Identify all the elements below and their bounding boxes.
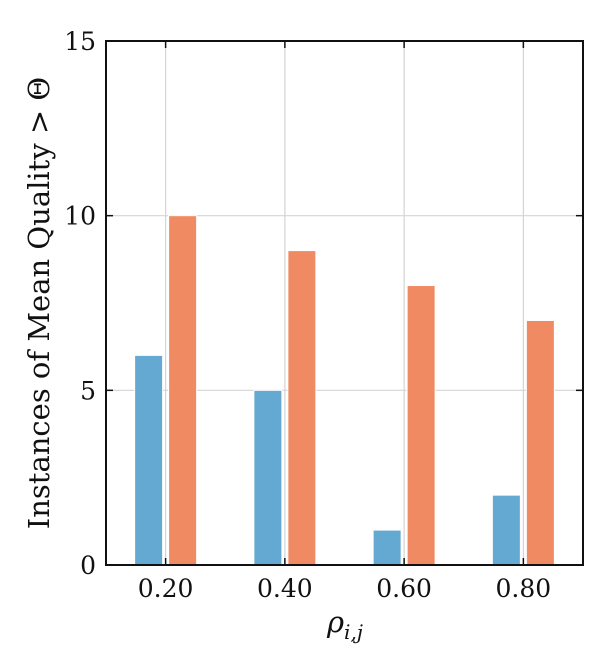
y-tick-labels: 0 5 10 15 — [64, 27, 96, 580]
bar-series-1-0.40 — [253, 389, 283, 566]
bar-series-2-0.20 — [168, 215, 198, 566]
plot-frame — [105, 40, 584, 566]
bars — [134, 215, 555, 566]
x-axis-label: ρi,j — [326, 605, 363, 644]
y-tick-label: 5 — [80, 376, 96, 405]
y-axis-label: Instances of Mean Quality > Θ — [22, 77, 56, 529]
bar-series-1-0.20 — [134, 354, 164, 566]
x-axis-label-base: ρ — [326, 605, 344, 639]
bar-series-2-0.60 — [406, 285, 436, 566]
bar-series-1-0.80 — [491, 494, 521, 566]
x-tick-label: 0.60 — [376, 574, 432, 603]
x-axis-label-subscript: i,j — [344, 620, 363, 644]
x-tick-labels: 0.20 0.40 0.60 0.80 — [138, 574, 551, 603]
x-tick-label: 0.40 — [257, 574, 313, 603]
bar-series-2-0.80 — [525, 319, 555, 566]
y-tick-label: 0 — [80, 551, 96, 580]
y-tick-label: 15 — [64, 27, 96, 56]
bar-series-2-0.40 — [287, 250, 317, 566]
y-tick-label: 10 — [64, 202, 96, 231]
ticks — [106, 40, 583, 566]
x-tick-label: 0.80 — [496, 574, 552, 603]
x-tick-label: 0.20 — [138, 574, 194, 603]
bar-series-1-0.60 — [372, 529, 402, 566]
